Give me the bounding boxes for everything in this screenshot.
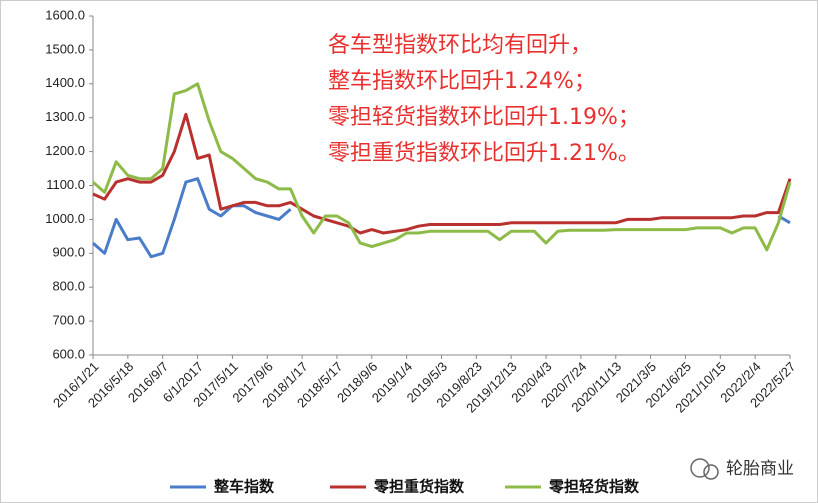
legend-label: 零担重货指数 [373,478,465,496]
y-tick-label: 1100.0 [46,177,85,192]
legend-label: 零担轻货指数 [548,478,640,496]
y-tick-label: 1000.0 [45,211,85,226]
y-tick-label: 900.0 [52,245,85,260]
y-tick-label: 800.0 [52,279,85,294]
y-tick-label: 600.0 [52,346,85,361]
annotation: 各车型指数环比均有回升， [328,33,592,58]
y-tick-label: 1500.0 [45,41,85,56]
y-tick-label: 700.0 [52,313,85,328]
y-tick-label: 1600.0 [45,7,85,22]
legend-label: 整车指数 [214,478,275,496]
watermark-icon [703,464,719,480]
series-line [92,82,792,252]
series-line [92,112,792,235]
annotation: 零担轻货指数环比回升1.19%； [328,105,640,130]
y-tick-label: 1200.0 [45,143,85,158]
watermark-icon [690,458,710,478]
annotation: 整车指数环比回升1.24%； [328,69,596,94]
watermark-text: 轮胎商业 [726,459,794,479]
annotation: 零担重货指数环比回升1.21%。 [328,141,640,166]
y-tick-label: 1300.0 [45,109,85,124]
watermark: 轮胎商业 [690,458,794,480]
y-tick-label: 1400.0 [45,75,85,90]
